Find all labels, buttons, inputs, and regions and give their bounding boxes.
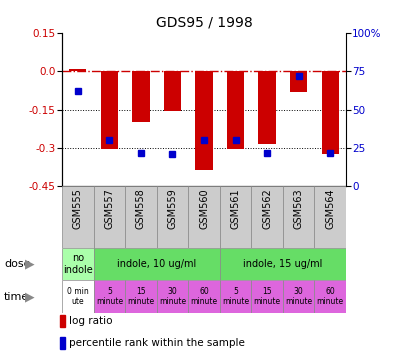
Bar — [101, 71, 118, 149]
Text: GSM557: GSM557 — [104, 188, 114, 229]
Bar — [283, 280, 314, 313]
Text: indole, 10 ug/ml: indole, 10 ug/ml — [117, 259, 196, 269]
Text: percentile rank within the sample: percentile rank within the sample — [70, 338, 245, 348]
Text: GSM555: GSM555 — [73, 188, 83, 229]
Bar — [251, 186, 283, 248]
Text: 5
minute: 5 minute — [96, 287, 123, 306]
Text: GSM561: GSM561 — [230, 188, 240, 229]
Bar — [94, 186, 125, 248]
Text: GSM558: GSM558 — [136, 188, 146, 229]
Text: GSM563: GSM563 — [294, 188, 304, 229]
Bar — [60, 337, 65, 350]
Text: 15
minute: 15 minute — [127, 287, 154, 306]
Text: 30
minute: 30 minute — [285, 287, 312, 306]
Bar — [94, 248, 220, 280]
Bar — [157, 280, 188, 313]
Text: no
indole: no indole — [63, 253, 93, 275]
Bar — [322, 71, 339, 154]
Bar — [157, 186, 188, 248]
Bar — [251, 280, 283, 313]
Bar — [62, 248, 94, 280]
Text: GSM559: GSM559 — [168, 188, 178, 229]
Text: 5
minute: 5 minute — [222, 287, 249, 306]
Text: GDS95 / 1998: GDS95 / 1998 — [156, 16, 252, 30]
Text: log ratio: log ratio — [70, 316, 113, 326]
Text: indole, 15 ug/ml: indole, 15 ug/ml — [243, 259, 322, 269]
Bar — [283, 186, 314, 248]
Bar — [125, 186, 157, 248]
Bar — [94, 280, 125, 313]
Bar — [125, 280, 157, 313]
Text: 30
minute: 30 minute — [159, 287, 186, 306]
Bar — [314, 280, 346, 313]
Bar — [62, 186, 94, 248]
Bar — [188, 280, 220, 313]
Bar — [164, 71, 181, 111]
Bar — [220, 186, 251, 248]
Bar — [188, 186, 220, 248]
Text: GSM562: GSM562 — [262, 188, 272, 229]
Text: 15
minute: 15 minute — [254, 287, 281, 306]
Bar — [220, 280, 251, 313]
Bar — [227, 71, 244, 149]
Bar — [69, 69, 86, 71]
Text: GSM564: GSM564 — [325, 188, 335, 229]
Text: 60
minute: 60 minute — [317, 287, 344, 306]
Text: ▶: ▶ — [25, 290, 35, 303]
Text: 0 min
ute: 0 min ute — [67, 287, 89, 306]
Bar — [60, 315, 65, 327]
Text: ▶: ▶ — [25, 258, 35, 271]
Text: dose: dose — [4, 259, 30, 269]
Bar — [258, 71, 276, 144]
Bar — [62, 280, 94, 313]
Text: 60
minute: 60 minute — [190, 287, 218, 306]
Text: time: time — [4, 292, 29, 302]
Bar — [314, 186, 346, 248]
Bar — [290, 71, 307, 92]
Bar — [132, 71, 150, 122]
Bar — [195, 71, 213, 170]
Bar — [220, 248, 346, 280]
Text: GSM560: GSM560 — [199, 188, 209, 229]
